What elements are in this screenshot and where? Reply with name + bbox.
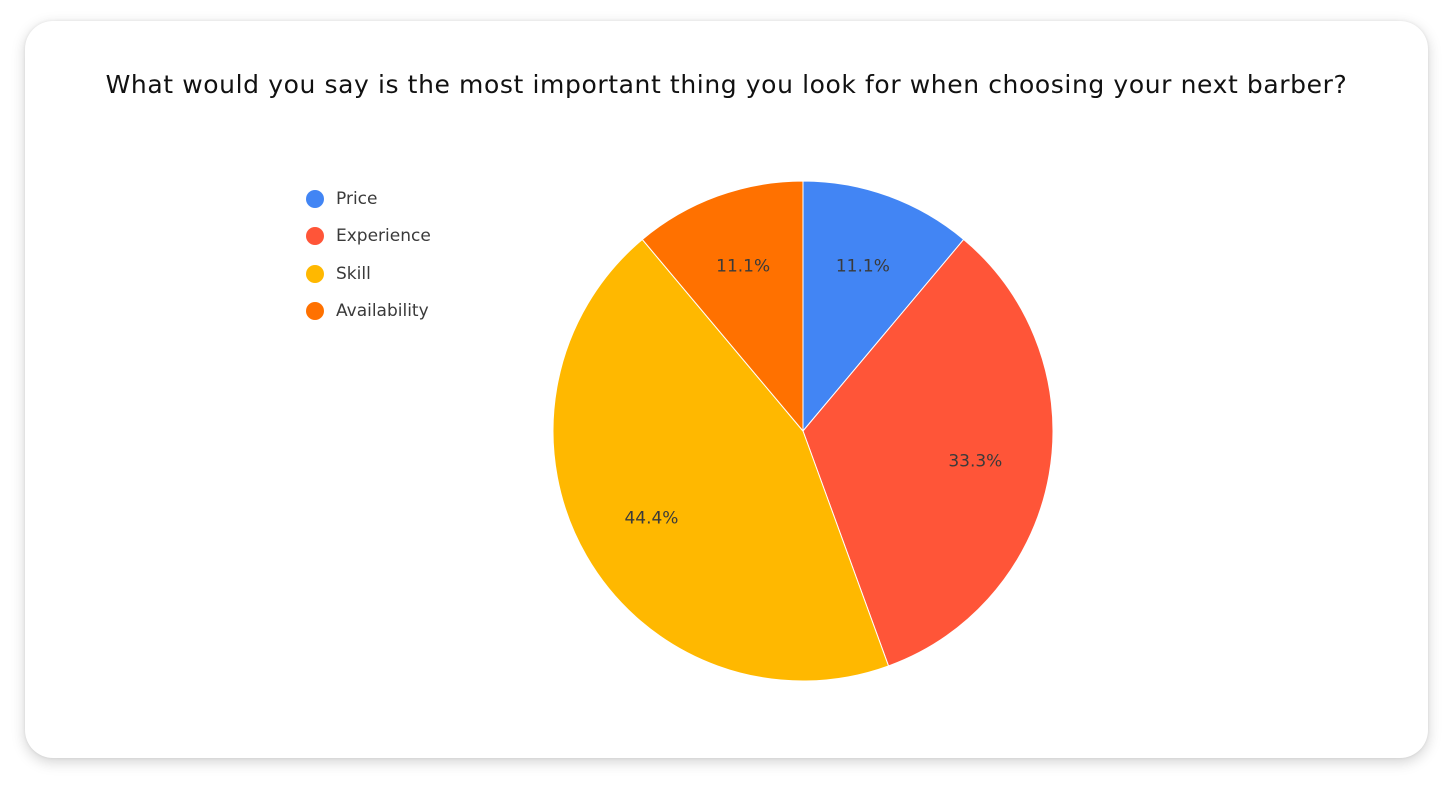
slice-label-price: 11.1% [836, 257, 890, 277]
slice-label-skill: 44.4% [624, 509, 678, 529]
pie-slice-price[interactable] [802, 180, 965, 433]
legend-item-price[interactable]: Price [306, 180, 431, 218]
slice-label-experience: 33.3% [948, 451, 1002, 471]
legend-item-experience[interactable]: Experience [306, 218, 431, 256]
chart-legend: Price Experience Skill Availability [306, 180, 431, 330]
legend-swatch-price [306, 189, 324, 208]
slice-label-availability: 11.1% [716, 257, 770, 277]
chart-title: What would you say is the most important… [105, 70, 1348, 99]
legend-label-price: Price [336, 188, 378, 209]
legend-item-skill[interactable]: Skill [306, 255, 431, 293]
legend-swatch-availability [306, 302, 324, 321]
legend-label-skill: Skill [336, 263, 371, 284]
legend-item-availability[interactable]: Availability [306, 293, 431, 331]
pie-slice-availability[interactable] [641, 180, 804, 433]
pie-slice-experience[interactable] [802, 238, 1054, 667]
pie-slice-skill[interactable] [552, 238, 890, 682]
legend-label-availability: Availability [336, 301, 429, 322]
legend-label-experience: Experience [336, 226, 431, 247]
legend-swatch-skill [306, 264, 324, 283]
legend-swatch-experience [306, 227, 324, 246]
